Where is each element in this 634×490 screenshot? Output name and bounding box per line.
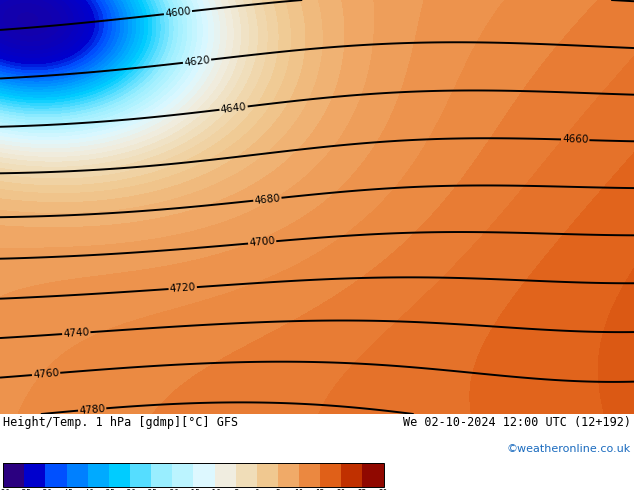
Text: 4640: 4640 [220,101,247,115]
Bar [236,463,257,487]
Text: 4680: 4680 [254,193,281,206]
Bar [214,463,236,487]
Bar [341,463,363,487]
Bar [24,463,46,487]
Text: 4720: 4720 [169,282,197,294]
Bar [363,463,384,487]
Bar [87,463,109,487]
Bar [3,463,24,487]
Text: Height/Temp. 1 hPa [gdmp][°C] GFS: Height/Temp. 1 hPa [gdmp][°C] GFS [3,416,238,429]
Text: -40: -40 [81,489,94,490]
Text: -50: -50 [39,489,53,490]
Bar [3,463,384,487]
Text: -45: -45 [60,489,74,490]
Bar [299,463,320,487]
Text: 10: 10 [294,489,304,490]
Text: -80: -80 [0,489,10,490]
Text: -35: -35 [102,489,116,490]
Bar [67,463,87,487]
Text: -15: -15 [186,489,200,490]
Bar [172,463,193,487]
Text: -20: -20 [165,489,179,490]
Bar [278,463,299,487]
Text: 20: 20 [337,489,346,490]
Text: We 02-10-2024 12:00 UTC (12+192): We 02-10-2024 12:00 UTC (12+192) [403,416,631,429]
Bar [193,463,214,487]
Bar [130,463,151,487]
Bar [151,463,172,487]
Text: 4740: 4740 [63,327,90,339]
Text: 15: 15 [316,489,325,490]
Text: ©weatheronline.co.uk: ©weatheronline.co.uk [507,444,631,454]
Text: 25: 25 [358,489,367,490]
Text: 4620: 4620 [183,55,210,68]
Text: 4600: 4600 [164,6,191,19]
Text: 4660: 4660 [562,134,588,145]
Text: -30: -30 [123,489,137,490]
Text: 4760: 4760 [32,368,60,380]
Text: -5: -5 [231,489,240,490]
Text: -55: -55 [17,489,31,490]
Text: 30: 30 [379,489,388,490]
Text: 4700: 4700 [249,236,276,248]
Bar [109,463,130,487]
Bar [46,463,67,487]
Text: -25: -25 [144,489,158,490]
Text: 4780: 4780 [79,403,106,416]
Text: -10: -10 [207,489,221,490]
Text: 5: 5 [276,489,280,490]
Bar [257,463,278,487]
Bar [320,463,341,487]
Text: 0: 0 [254,489,259,490]
